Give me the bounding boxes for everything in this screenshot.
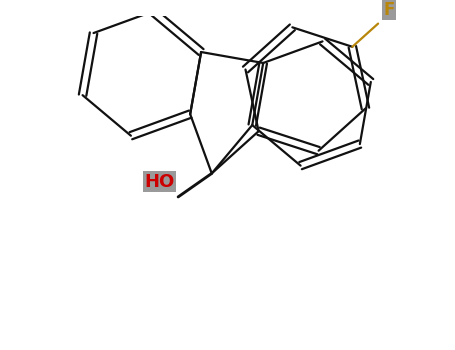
Text: F: F	[383, 1, 394, 19]
Text: HO: HO	[145, 173, 175, 191]
